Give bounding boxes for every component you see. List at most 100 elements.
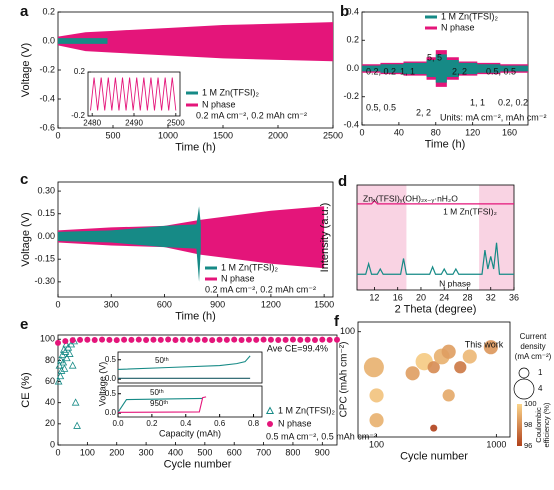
x-tick-label: 2500	[323, 130, 343, 140]
bubble	[430, 424, 438, 432]
ce-point	[77, 336, 84, 343]
y-tick-label: 80	[45, 355, 55, 365]
panel-letter: e	[20, 316, 28, 333]
bubble	[441, 344, 456, 359]
inset-curve	[117, 355, 251, 370]
annotation: Znₓ(TFSI)ᵧ(OH)₂ₓ₋ᵧ·nH₂O	[363, 193, 458, 203]
x-tick-label: 100	[369, 439, 384, 449]
inset-curve	[117, 397, 203, 413]
plot-frame	[117, 385, 263, 418]
ce-point	[253, 336, 260, 343]
bubble	[363, 357, 384, 378]
annotation: 0.2 mA cm⁻², 0.2 mAh cm⁻²	[205, 284, 316, 294]
x-tick-label: 32	[486, 292, 496, 302]
x-tick-label: 1500	[314, 299, 334, 309]
x-tick-label: 160	[502, 127, 517, 137]
x-tick-label: 24	[439, 292, 449, 302]
x-tick-label: 2500	[167, 118, 185, 127]
x-tick-label: 0.0	[112, 419, 124, 428]
y-axis-label: Intensity (a.u.)	[319, 203, 331, 273]
y-tick-label: -0.2	[71, 111, 85, 120]
x-tick-label: 1000	[158, 130, 178, 140]
y-tick-label: -0.4	[343, 119, 359, 129]
annotation: This work	[465, 339, 504, 349]
legend-marker	[265, 406, 275, 414]
x-tick-label: 0	[55, 130, 60, 140]
x-tick-label: 16	[393, 292, 403, 302]
legend-marker	[267, 421, 273, 427]
inset-y-label: Voltage (V)	[97, 362, 107, 407]
y-tick-label: 0.0	[42, 35, 55, 45]
x-tick-label: 2000	[268, 130, 288, 140]
ce-point	[194, 336, 201, 343]
y-tick-label: 0.30	[37, 185, 55, 195]
ce-point	[73, 421, 81, 429]
inset-x-label: Capacity (mAh)	[159, 428, 221, 438]
ce-point	[57, 366, 66, 374]
colorbar-tick-label: 96	[524, 441, 532, 450]
x-tick-label: 28	[462, 292, 472, 302]
ce-point	[289, 336, 296, 343]
x-tick-label: 0.2	[146, 419, 158, 428]
bubble	[369, 388, 384, 403]
ce-point	[60, 364, 69, 372]
x-axis-label: Time (h)	[175, 142, 216, 154]
annotation: 5, 5	[427, 52, 442, 62]
annotation: 0.2 mA cm⁻², 0.2 mAh cm⁻²	[196, 110, 307, 120]
series-label: N phase	[439, 278, 471, 288]
ce-point	[135, 336, 142, 343]
y-tick-label: -0.6	[39, 122, 55, 132]
x-tick-label: 700	[256, 447, 271, 457]
annotation: 0.2, 0.2	[366, 66, 396, 76]
colorbar-label: efficiency (%)	[542, 402, 551, 447]
y-tick-label: 0.0	[105, 408, 117, 417]
bubble	[369, 413, 384, 428]
annotation: 0.5, 0.5	[486, 66, 516, 76]
ce-point	[59, 358, 68, 366]
ce-point	[187, 336, 194, 343]
y-tick-label: 0.2	[346, 35, 359, 45]
legend-label: 1 M Zn(TFSI)₂	[441, 11, 498, 21]
ce-point	[260, 336, 267, 343]
ce-point	[69, 337, 76, 344]
y-tick-label: 40	[45, 397, 55, 407]
annotation: 2, 2	[452, 66, 467, 76]
annotation: 1, 1	[400, 66, 415, 76]
y-tick-label: -0.15	[34, 254, 55, 264]
ce-point	[311, 336, 318, 343]
legend-label: N phase	[278, 418, 312, 428]
x-tick-label: 900	[315, 447, 330, 457]
x-tick-label: 100	[80, 447, 95, 457]
x-tick-label: 0.6	[214, 419, 226, 428]
plot-frame	[356, 184, 515, 291]
plot-frame	[57, 334, 338, 446]
ce-point	[216, 336, 223, 343]
series-label: 1 M Zn(TFSI)₂	[443, 206, 497, 216]
annotation: Ave CE=99.4%	[267, 343, 328, 353]
ce-point	[165, 336, 172, 343]
annotation: Units: mA cm⁻², mAh cm⁻²	[440, 112, 547, 122]
y-tick-label: -0.2	[343, 91, 359, 101]
legend-label: 1 M Zn(TFSI)₂	[278, 405, 335, 415]
y-tick-label: 0.2	[74, 67, 86, 76]
y-tick-label: 0	[50, 439, 55, 449]
y-tick-label: 0.00	[37, 231, 55, 241]
ce-point	[91, 336, 98, 343]
y-tick-label: 0.2	[42, 6, 55, 16]
ce-point	[326, 336, 333, 343]
panel-letter: b	[340, 3, 349, 20]
inset-curve	[117, 396, 207, 413]
ce-point	[297, 336, 304, 343]
plot-frame	[87, 71, 181, 117]
y-tick-label: 20	[45, 418, 55, 428]
y-tick-label: 0.15	[37, 208, 55, 218]
plot-frame	[117, 351, 263, 384]
size-legend-label: 4	[538, 384, 543, 393]
colorbar-label: Coulombic	[534, 407, 543, 443]
ce-point	[201, 336, 208, 343]
ce-point	[319, 336, 326, 343]
ce-point	[62, 353, 71, 362]
ce-point	[150, 336, 157, 343]
x-axis-label: 2 Theta (degree)	[395, 304, 477, 316]
ce-point	[267, 336, 274, 343]
